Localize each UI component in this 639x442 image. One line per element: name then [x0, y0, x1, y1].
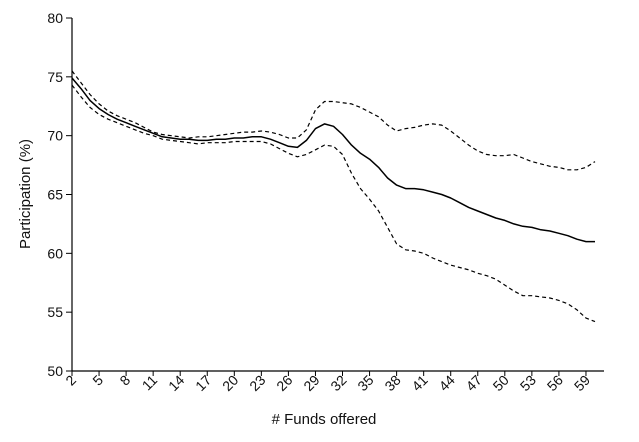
x-tick-label: 20	[219, 372, 241, 394]
y-tick-label: 80	[47, 10, 63, 26]
series-line-2	[71, 70, 596, 171]
x-axis-label: # Funds offered	[272, 411, 377, 428]
x-tick-label: 41	[408, 372, 430, 394]
x-tick-label: 50	[490, 372, 512, 394]
x-tick-label: 5	[89, 372, 106, 389]
x-tick-label: 38	[381, 372, 403, 394]
x-tick-label: 32	[327, 372, 349, 394]
x-tick-label: 35	[354, 372, 376, 394]
y-tick-label: 75	[47, 69, 63, 85]
x-tick-label: 44	[436, 372, 458, 394]
x-tick-label: 26	[273, 372, 295, 394]
series-line-1	[71, 77, 595, 243]
x-axis-ticks: 2 5 8 11 14 17 20 23 26 29 32 35 38 41 44 47 50 53 56 59	[62, 371, 593, 394]
y-tick-label: 55	[47, 304, 63, 320]
y-axis-ticks: 50 55 60 65 70 75 80	[47, 10, 72, 379]
x-tick-label: 8	[116, 372, 133, 389]
y-axis-label: Participation (%)	[17, 139, 34, 249]
x-tick-label: 53	[517, 372, 539, 394]
x-tick-label: 11	[139, 372, 161, 394]
y-tick-label: 50	[47, 363, 63, 379]
x-tick-label: 29	[300, 372, 322, 394]
series-layer	[71, 70, 596, 323]
x-tick-label: 2	[62, 372, 79, 389]
y-tick-label: 60	[47, 245, 63, 261]
series-line-3	[71, 84, 596, 323]
y-tick-label: 65	[47, 187, 63, 203]
x-tick-label: 47	[463, 372, 485, 394]
x-tick-label: 17	[192, 372, 214, 394]
x-tick-label: 59	[571, 372, 593, 394]
x-tick-label: 56	[544, 372, 566, 394]
x-tick-label: 14	[165, 372, 187, 394]
plot-area: 2 5 8 11 14 17 20 23 26 29 32 35 38 41 44 47 50 53 56 59 50…	[47, 10, 604, 394]
x-tick-label: 23	[246, 372, 268, 394]
y-tick-label: 70	[47, 128, 63, 144]
